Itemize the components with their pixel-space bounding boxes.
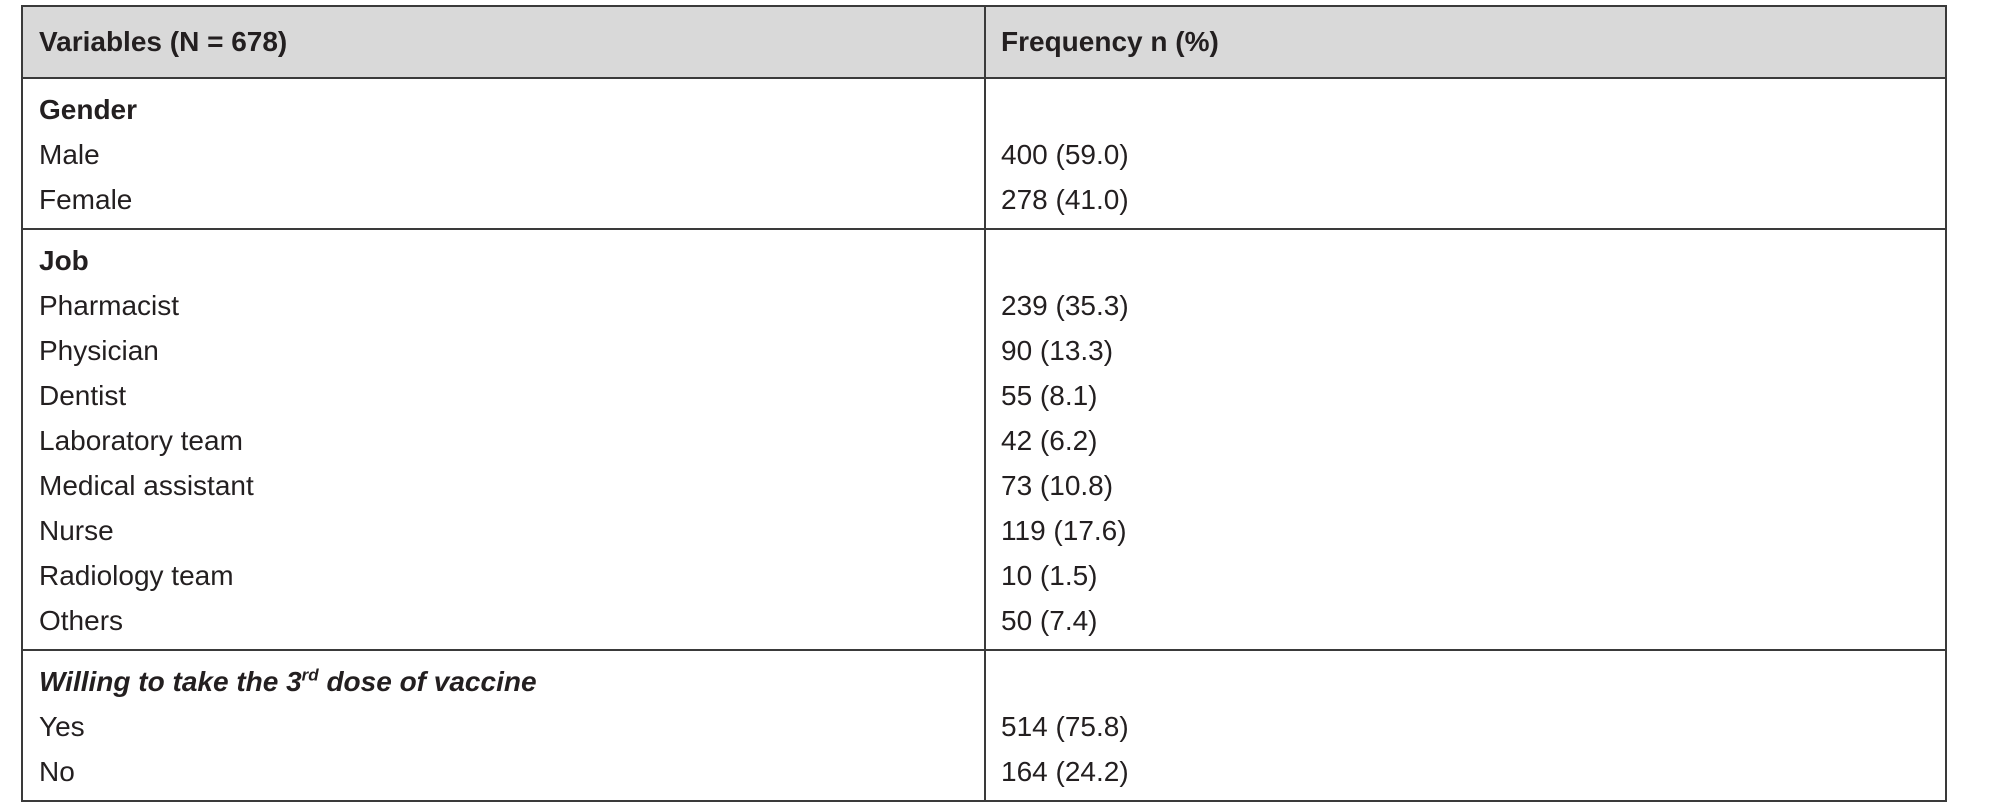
- spacer: [1001, 659, 1945, 704]
- row-label: Nurse: [39, 515, 114, 546]
- row-label: Dentist: [39, 380, 127, 411]
- row-label: Yes: [39, 711, 85, 742]
- value-column: 400 (59.0) 278 (41.0): [986, 79, 1945, 228]
- row-value: 119 (17.6): [1001, 515, 1127, 546]
- row-label: Radiology team: [39, 560, 234, 591]
- row-label: Medical assistant: [39, 470, 254, 501]
- spacer: [1001, 238, 1945, 283]
- value-column: 239 (35.3) 90 (13.3) 55 (8.1) 42 (6.2) 73 (1…: [986, 230, 1945, 649]
- title-superscript: rd: [301, 665, 319, 685]
- title-text: dose of vaccine: [318, 666, 537, 697]
- section-title: Gender: [39, 87, 984, 132]
- row-value: 239 (35.3): [1001, 290, 1129, 321]
- row-label: Laboratory team: [39, 425, 243, 456]
- header-row: Variables (N = 678) Frequency n (%): [23, 7, 1945, 79]
- header-cell: Variables (N = 678): [23, 7, 986, 77]
- title-text: Job: [39, 245, 89, 276]
- row-value: 50 (7.4): [1001, 605, 1098, 636]
- label-column: Job Pharmacist Physician Dentist Laboratory …: [23, 230, 986, 649]
- label-column: Gender Male Female: [23, 79, 986, 228]
- row-label: No: [39, 756, 75, 787]
- row-value: 514 (75.8): [1001, 711, 1129, 742]
- section: Willing to take the 3rd dose of vaccine Y…: [23, 651, 1945, 800]
- row-label: Physician: [39, 335, 159, 366]
- row-label: Others: [39, 605, 124, 636]
- row-value: 164 (24.2): [1001, 756, 1129, 787]
- row-value: 90 (13.3): [1001, 335, 1114, 366]
- row-value: 42 (6.2): [1001, 425, 1098, 456]
- section-title: Job: [39, 238, 984, 283]
- section: Job Pharmacist Physician Dentist Laboratory …: [23, 230, 1945, 651]
- row-value: 400 (59.0): [1001, 139, 1129, 170]
- row-label: Male: [39, 139, 100, 170]
- title-text: Willing to take the 3: [39, 666, 302, 697]
- table: Variables (N = 678) Frequency n (%) Gend…: [21, 5, 1947, 802]
- row-value: 278 (41.0): [1001, 184, 1129, 215]
- row-value: 10 (1.5): [1001, 560, 1098, 591]
- row-label: Pharmacist: [39, 290, 180, 321]
- spacer: [1001, 87, 1945, 132]
- section-title: Willing to take the 3rd dose of vaccine: [39, 659, 984, 704]
- header-cell: Frequency n (%): [1001, 26, 1219, 57]
- row-value: 73 (10.8): [1001, 470, 1114, 501]
- label-column: Willing to take the 3rd dose of vaccine Y…: [23, 651, 986, 800]
- section: Gender Male Female 400 (59.0) 278 (41.0): [23, 79, 1945, 230]
- row-value: 55 (8.1): [1001, 380, 1098, 411]
- title-text: Gender: [39, 94, 138, 125]
- row-label: Female: [39, 184, 133, 215]
- value-column: 514 (75.8) 164 (24.2): [986, 651, 1945, 800]
